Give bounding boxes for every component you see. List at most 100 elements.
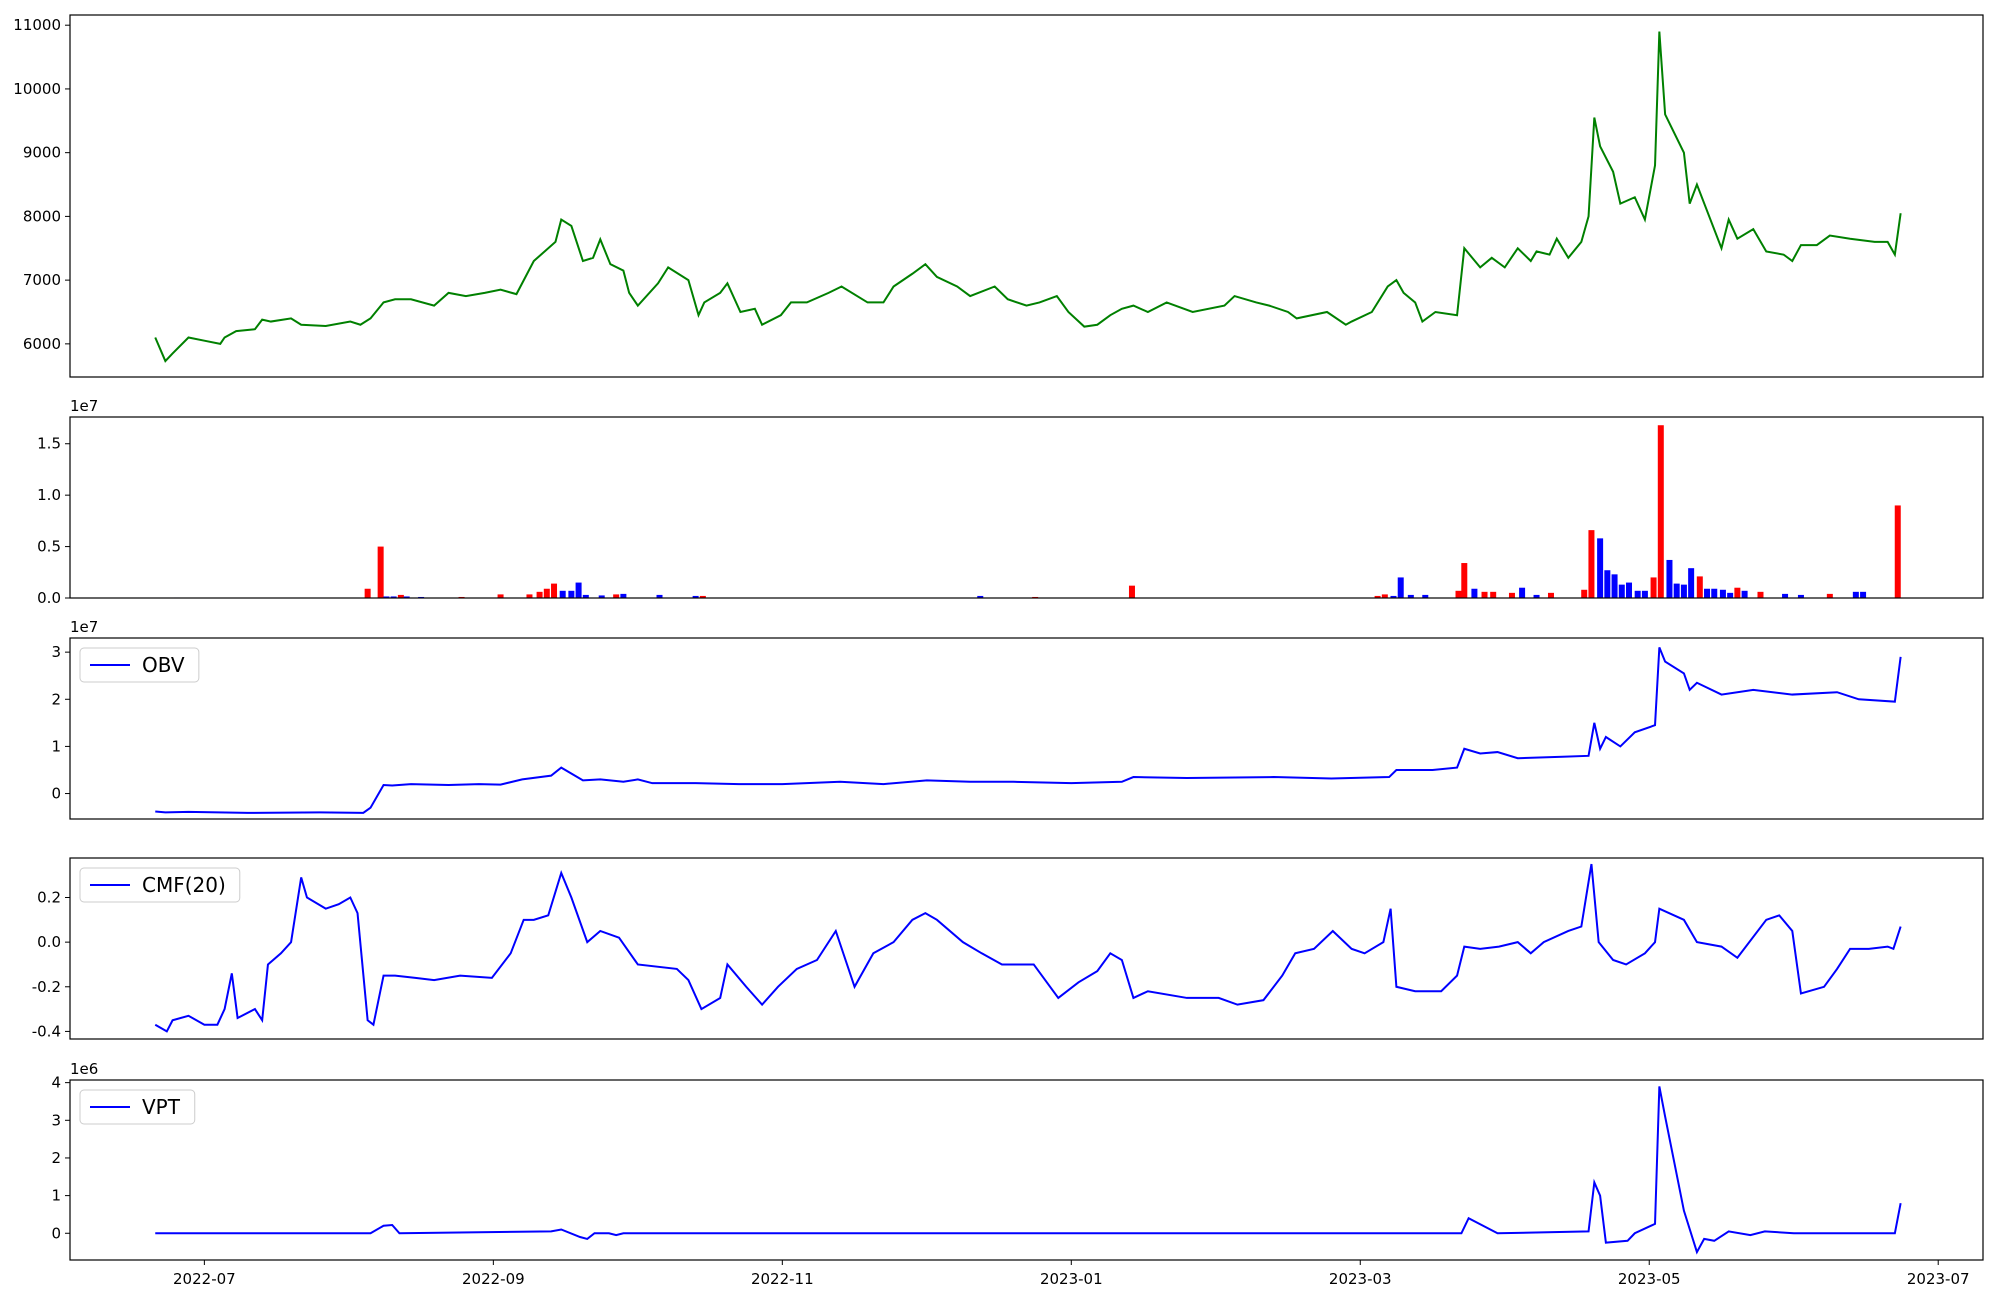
- bar: [1533, 594, 1540, 598]
- bar: [1666, 559, 1673, 598]
- bar: [551, 583, 558, 598]
- y-tick-label: 6000: [23, 335, 61, 353]
- bar: [1688, 568, 1695, 598]
- legend-box: [79, 1089, 196, 1125]
- bar: [1860, 591, 1867, 598]
- line: [154, 863, 1902, 1033]
- y-tick-label: 0: [51, 785, 61, 803]
- legend-box: [79, 647, 200, 683]
- bar: [1852, 591, 1859, 598]
- bar: [1390, 595, 1397, 598]
- bar: [1374, 595, 1381, 598]
- y-tick-label: 0.5: [37, 538, 61, 556]
- bar: [1490, 591, 1497, 598]
- bar: [1673, 583, 1680, 598]
- bar: [1422, 594, 1429, 598]
- bar: [1407, 594, 1414, 598]
- bar: [582, 594, 589, 598]
- bar: [1657, 425, 1664, 598]
- bar: [1680, 584, 1687, 598]
- x-tick-label: 2023-05: [1618, 1270, 1681, 1288]
- bar: [377, 546, 384, 598]
- y-tick-label: 0: [51, 1224, 61, 1242]
- y-tick-label: 10000: [13, 80, 61, 98]
- y-tick-label: 3: [51, 643, 61, 661]
- y-tick-label: 1.0: [37, 486, 61, 504]
- y-tick-label: 1.5: [37, 435, 61, 453]
- bar: [1634, 590, 1641, 598]
- x-tick-label: 2022-09: [462, 1270, 525, 1288]
- bar: [656, 594, 663, 598]
- bar: [1741, 590, 1748, 598]
- bar: [1581, 589, 1588, 598]
- bar: [1128, 585, 1135, 598]
- bar: [364, 588, 371, 598]
- bar: [568, 590, 575, 598]
- line: [155, 647, 1902, 814]
- y-tick-label: 0.2: [37, 889, 61, 907]
- bar: [1481, 591, 1488, 598]
- bar: [1597, 538, 1604, 598]
- x-tick-label: 2023-07: [1907, 1270, 1970, 1288]
- line: [155, 1086, 1902, 1255]
- y-tick-label: 3: [51, 1111, 61, 1129]
- bar: [1604, 570, 1611, 598]
- bar: [613, 594, 620, 598]
- x-tick-label: 2022-11: [751, 1270, 814, 1288]
- bar: [1719, 589, 1726, 598]
- y-tick-label: 1: [51, 737, 61, 755]
- bar: [526, 594, 533, 598]
- bar: [699, 595, 706, 598]
- y-tick-label: 1: [51, 1187, 61, 1205]
- legend-label: VPT: [142, 1095, 181, 1119]
- bar: [1611, 574, 1618, 598]
- y-tick-label: 4: [51, 1074, 61, 1092]
- bar: [383, 596, 390, 598]
- x-tick-label: 2023-01: [1040, 1270, 1103, 1288]
- bar: [1727, 592, 1734, 598]
- bar: [1894, 505, 1901, 598]
- bar: [1696, 576, 1703, 598]
- bar: [1519, 587, 1526, 598]
- bar: [1471, 588, 1478, 598]
- plot-frame: [69, 637, 1984, 820]
- bar: [1650, 577, 1657, 598]
- bar: [1618, 584, 1625, 598]
- y-tick-label: 2: [51, 690, 61, 708]
- y-tick-label: 0.0: [37, 933, 61, 951]
- bar: [390, 596, 397, 598]
- bar: [1757, 591, 1764, 598]
- line: [154, 31, 1902, 363]
- y-tick-label: 8000: [23, 207, 61, 225]
- plot-frame: [69, 416, 1984, 599]
- bar: [1626, 582, 1633, 598]
- legend-label: CMF(20): [142, 873, 226, 897]
- bar: [1797, 594, 1804, 598]
- legend-box: [79, 867, 241, 903]
- y-tick-label: 9000: [23, 144, 61, 162]
- offset-label: 1e7: [70, 618, 98, 636]
- y-tick-label: 0.0: [37, 589, 61, 607]
- plot-frame: [69, 857, 1984, 1040]
- bar: [1588, 530, 1595, 598]
- bar: [1641, 590, 1648, 598]
- y-tick-label: -0.4: [32, 1022, 61, 1040]
- bar: [1826, 593, 1833, 598]
- x-tick-label: 2022-07: [173, 1270, 236, 1288]
- offset-label: 1e7: [70, 397, 98, 415]
- y-tick-label: -0.2: [32, 978, 61, 996]
- plot-frame: [69, 14, 1984, 378]
- bar: [1397, 577, 1404, 598]
- bar: [1381, 594, 1388, 598]
- bar: [977, 595, 984, 598]
- bar: [1704, 588, 1711, 598]
- bar: [692, 595, 699, 598]
- offset-label: 1e6: [70, 1060, 98, 1078]
- bar: [1547, 592, 1554, 598]
- bar: [1711, 588, 1718, 598]
- bar: [403, 596, 410, 598]
- bar: [397, 594, 404, 598]
- bar: [1455, 590, 1462, 598]
- bar: [1461, 563, 1468, 598]
